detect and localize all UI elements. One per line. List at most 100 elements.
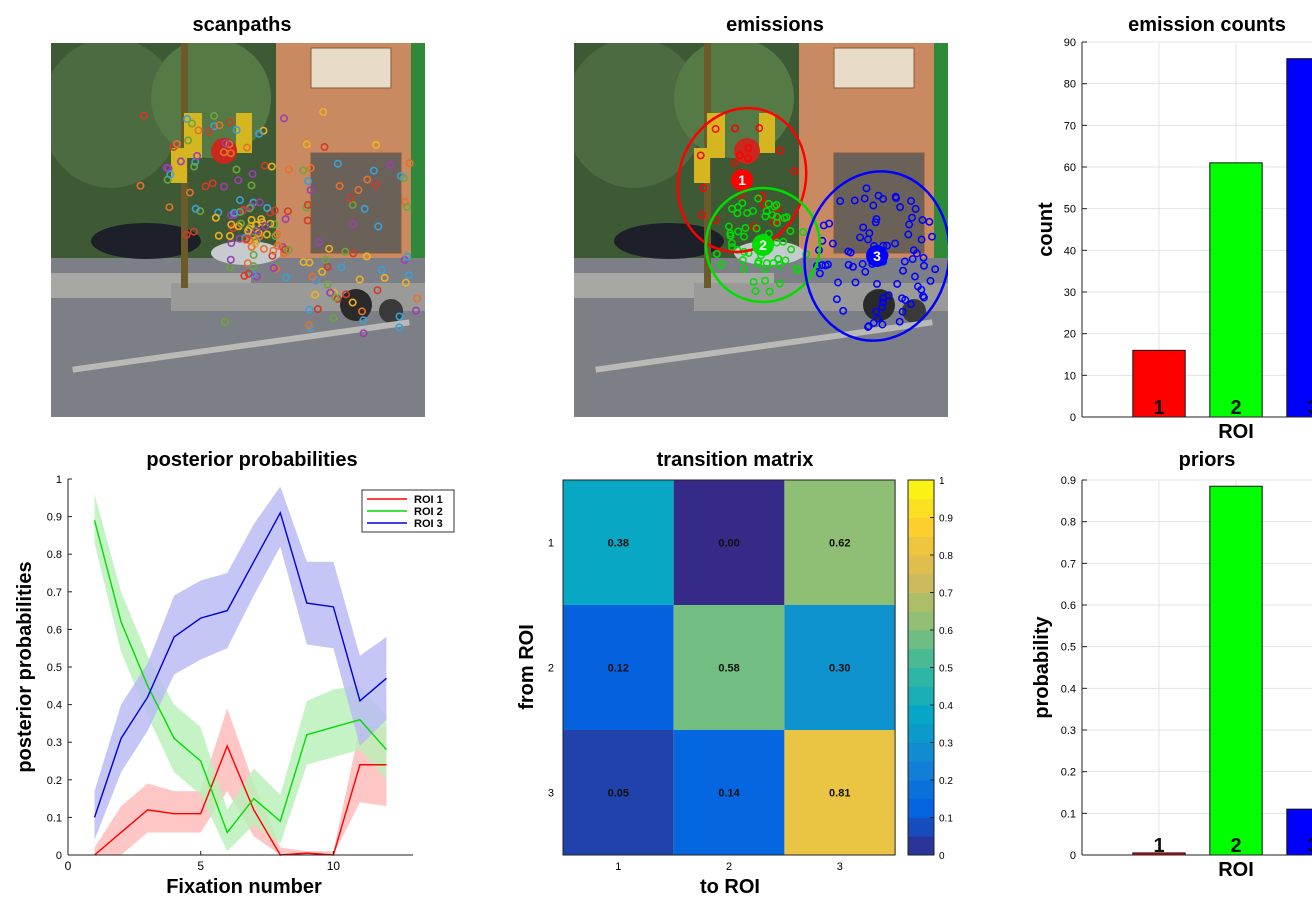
colorbar-tick-label: 0.7 <box>939 589 953 600</box>
y-tick-label: 0.6 <box>1061 600 1076 612</box>
fixation-marker <box>267 162 276 171</box>
y-tick-label: 1 <box>548 538 554 550</box>
fixation-marker <box>140 111 149 120</box>
fixation-marker <box>227 239 236 248</box>
fixation-marker <box>257 215 266 224</box>
fixation-marker <box>247 181 256 190</box>
emission-marker <box>790 167 799 176</box>
emission-marker <box>696 151 705 160</box>
emission-marker <box>699 184 708 193</box>
fixation-marker <box>331 293 340 302</box>
fixation-marker <box>248 269 257 278</box>
y-tick-label: 0 <box>56 850 62 862</box>
fixation-marker <box>341 247 350 256</box>
fixation-marker <box>255 129 264 138</box>
colorbar-step <box>908 686 934 706</box>
fixation-marker <box>268 251 277 260</box>
emission-marker <box>879 298 887 307</box>
x-tick-label: 0 <box>65 859 72 873</box>
fixation-marker <box>214 231 223 240</box>
chart-transition: 0.38 0.00 0.620.12 0.58 0.300.05 0.14 0.811 2 31… <box>516 449 953 897</box>
y-tick-label: 70 <box>1064 120 1076 132</box>
emission-marker <box>792 264 801 273</box>
roi-label-1: 1 <box>738 172 746 188</box>
roi-label-3: 3 <box>873 248 881 264</box>
emission-marker <box>874 314 882 323</box>
fixation-marker <box>269 264 278 273</box>
emission-marker <box>851 278 860 287</box>
emission-marker <box>726 231 735 240</box>
colorbar-step <box>908 667 934 687</box>
fixation-marker <box>405 159 414 168</box>
road-marking <box>595 319 933 373</box>
fixation-marker <box>403 252 412 261</box>
heatmap-value: 0.14 <box>718 788 740 800</box>
fixation-marker <box>249 250 258 259</box>
fixation-marker <box>271 232 280 241</box>
fixation-marker <box>188 119 197 128</box>
heatmap-value: 0.81 <box>829 788 850 800</box>
emission-marker <box>862 184 871 193</box>
fixation-marker <box>404 271 413 280</box>
fixation-marker <box>323 280 332 289</box>
roi-marker-2 <box>752 234 774 256</box>
fixation-marker <box>165 203 174 212</box>
fixation-marker <box>333 159 342 168</box>
emission-marker <box>918 216 927 225</box>
fixation-marker <box>226 263 235 272</box>
chart-title: emission counts <box>1128 14 1286 36</box>
traffic-light <box>236 113 252 153</box>
tree-foliage <box>51 43 181 188</box>
street-scene <box>574 43 948 417</box>
emission-marker <box>734 227 743 236</box>
green-pole <box>411 43 425 293</box>
fixation-marker <box>369 166 378 175</box>
colorbar-step <box>908 798 934 818</box>
fixation-marker <box>269 246 278 255</box>
emission-marker <box>839 306 848 315</box>
emission-marker <box>740 232 748 241</box>
fixation-marker <box>359 329 368 338</box>
heatmap-frame <box>562 479 896 856</box>
charts-layer: 0102030405060708090123emission countsROI… <box>14 14 1312 897</box>
heatmap-cell-2-2 <box>673 605 785 730</box>
emissions-image: 1 2 3 <box>574 43 948 417</box>
chart-title: priors <box>1179 449 1236 471</box>
fixation-marker <box>403 202 412 211</box>
emission-marker <box>744 154 753 163</box>
fixation-marker <box>221 317 230 326</box>
fixation-marker <box>308 272 317 281</box>
fixation-marker <box>248 170 257 179</box>
fixation-marker <box>337 263 346 272</box>
y-tick-label: 0.8 <box>1061 517 1076 529</box>
fixation-marker <box>305 321 314 330</box>
heatmap-cell-1-3 <box>784 480 896 605</box>
heatmap-cell-1-1 <box>563 480 674 605</box>
fixation-marker <box>310 290 319 299</box>
emission-marker <box>911 204 920 213</box>
emission-marker <box>755 124 764 133</box>
fixation-marker <box>306 164 315 173</box>
emission-marker <box>731 124 740 133</box>
fixation-marker <box>373 286 382 295</box>
emission-marker <box>775 261 784 270</box>
y-tick-label: 0 <box>1070 412 1076 424</box>
emission-marker <box>849 262 857 271</box>
emission-marker <box>874 191 883 200</box>
bar-roi-2 <box>1209 485 1263 856</box>
colorbar-step <box>908 573 934 593</box>
emission-marker <box>883 241 891 250</box>
colorbar-tick-label: 0.6 <box>939 626 953 637</box>
y-tick-label: 0.4 <box>1061 683 1076 695</box>
parked-car <box>91 223 201 259</box>
fixation-marker <box>305 305 314 314</box>
fixation-marker <box>261 222 270 231</box>
emission-marker <box>912 249 921 258</box>
emission-marker <box>906 300 915 309</box>
fixation-marker <box>279 114 288 123</box>
colorbar-step <box>908 836 934 856</box>
fixation-marker <box>357 307 366 316</box>
emission-marker <box>846 248 855 257</box>
emission-marker <box>815 269 824 278</box>
emission-marker <box>733 209 742 218</box>
